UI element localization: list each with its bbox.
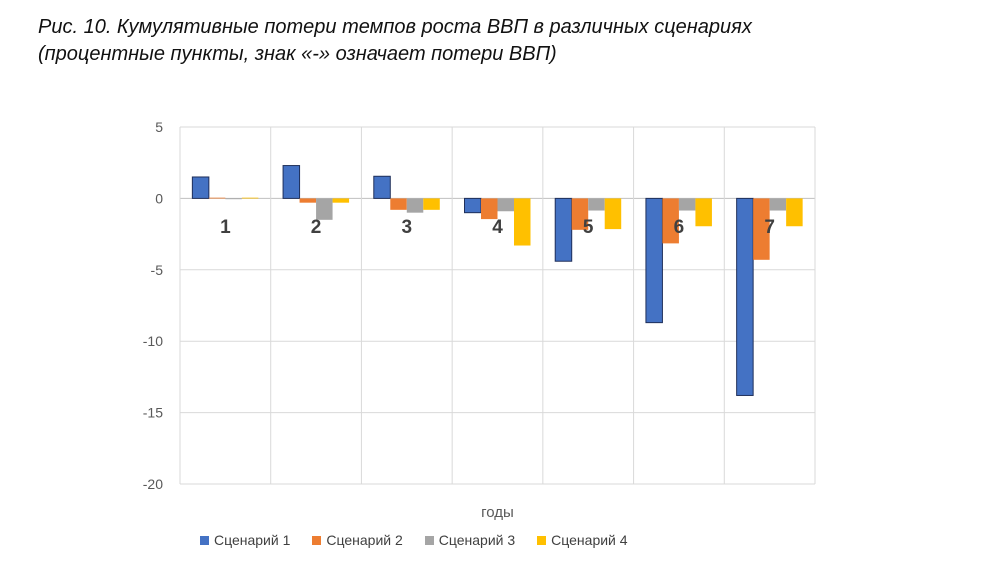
y-tick-label: -20 [143, 476, 163, 492]
bar-сценарий-3 [406, 198, 424, 213]
bar-сценарий-4 [514, 198, 531, 246]
y-tick-label: -10 [143, 333, 163, 349]
x-tick-label: 7 [764, 217, 775, 238]
bar-сценарий-4 [604, 198, 622, 230]
bar-сценарий-1 [464, 197, 482, 214]
bar-сценарий-3 [497, 198, 514, 212]
bar-сценарий-1 [373, 175, 391, 199]
bar-сценарий-2 [571, 198, 589, 230]
bar-сценарий-3 [225, 198, 242, 200]
legend-item: Сценарий 3 [424, 532, 516, 548]
bar-сценарий-1 [191, 176, 210, 199]
bar-сценарий-3 [316, 198, 333, 220]
bar-сценарий-4 [786, 198, 803, 227]
bar-сценарий-2 [662, 198, 679, 244]
bar-сценарий-2 [299, 198, 317, 203]
bar-сценарий-3 [588, 198, 605, 211]
legend-item: Сценарий 4 [537, 532, 628, 548]
legend-label: Сценарий 2 [326, 532, 403, 548]
legend-swatch [200, 535, 209, 545]
caption-line-1: Рис. 10. Кумулятивные потери темпов рост… [38, 16, 752, 38]
bar-сценарий-3 [678, 198, 696, 211]
bar-сценарий-1 [645, 197, 663, 324]
legend-swatch [537, 535, 547, 545]
bar-сценарий-1 [554, 197, 573, 262]
bar-сценарий-4 [332, 198, 350, 203]
legend-swatch [424, 535, 434, 545]
x-tick-label: 4 [492, 217, 503, 238]
bar-сценарий-2 [208, 197, 226, 199]
y-tick-label: -5 [151, 262, 164, 278]
y-tick-label: 0 [155, 190, 163, 206]
bar-сценарий-1 [282, 165, 301, 199]
legend-label: Сценарий 3 [438, 532, 516, 548]
legend-label: Сценарий 4 [551, 532, 628, 548]
x-axis-title: годы [481, 504, 514, 521]
x-tick-label: 6 [674, 217, 685, 238]
legend-swatch [312, 535, 322, 545]
x-tick-label: 5 [583, 217, 594, 238]
bar-сценарий-3 [769, 198, 787, 211]
legend-item: Сценарий 1 [200, 532, 290, 548]
bar-сценарий-4 [241, 197, 259, 199]
bar-сценарий-2 [753, 198, 770, 260]
caption-line-2: (процентные пункты, знак «-» означает по… [38, 43, 557, 65]
bar-сценарий-2 [390, 198, 407, 210]
x-tick-label: 2 [311, 217, 322, 238]
bar-сценарий-4 [695, 198, 712, 227]
bar-сценарий-4 [423, 198, 440, 210]
bar-сценарий-1 [736, 197, 754, 396]
x-tick-label: 1 [220, 217, 231, 238]
y-tick-label: -15 [143, 405, 163, 421]
y-tick-label: 5 [155, 119, 163, 135]
legend-label: Сценарий 1 [214, 532, 291, 548]
legend: Сценарий 1 Сценарий 2 Сценарий 3 Сценарий 4 [200, 532, 628, 548]
figure-caption: Рис. 10. Кумулятивные потери темпов рост… [38, 14, 986, 68]
legend-item: Сценарий 2 [312, 532, 403, 548]
x-tick-label: 3 [401, 217, 412, 238]
bar-сценарий-2 [481, 198, 498, 220]
